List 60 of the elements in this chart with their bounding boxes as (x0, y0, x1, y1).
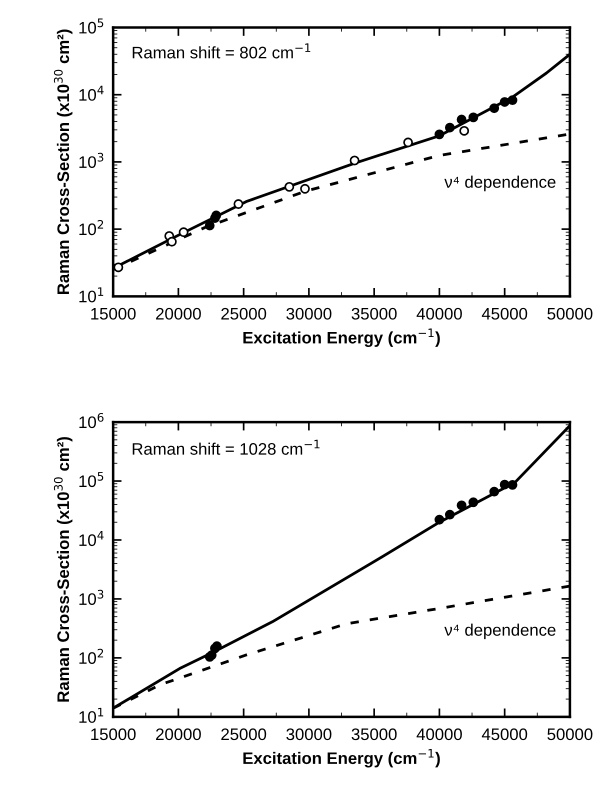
y-tick-label: 10$^{5}$ (79, 472, 104, 488)
x-axis-title: Excitation Energy (cm$^{−1}$) (243, 749, 440, 768)
x-tick-label: 50000 (547, 728, 592, 740)
x-tick-label: 30000 (286, 308, 332, 320)
point (234, 199, 244, 209)
point (113, 262, 124, 272)
point (489, 103, 500, 114)
point (500, 480, 510, 490)
y-tick-label: 10$^{3}$ (79, 152, 104, 168)
point (444, 122, 455, 132)
y-tick-label: 10$^{6}$ (79, 412, 104, 428)
point (204, 220, 215, 230)
y-tick-label: 10$^{2}$ (79, 220, 104, 236)
y-axis-title: Raman Cross-Section (x10$^{30}$ cm²) (54, 437, 72, 702)
annotation: Raman shift = 802 cm$^{−1}$ (132, 43, 310, 58)
point (178, 227, 188, 238)
x-tick-label: 45000 (482, 728, 528, 740)
point (468, 497, 478, 508)
x-tick-label: 25000 (221, 308, 266, 320)
x-tick-label: 20000 (156, 728, 201, 740)
annotation: ν⁴ dependence (444, 624, 556, 640)
point (166, 236, 177, 247)
point (489, 486, 500, 497)
y-tick-label: 10$^{1}$ (79, 708, 104, 723)
x-tick-label: 35000 (352, 308, 397, 320)
x-axis-title: Excitation Energy (cm$^{−1}$) (243, 328, 440, 347)
x-tick-label: 25000 (221, 728, 266, 740)
point (508, 95, 518, 106)
x-tick-label: 20000 (156, 308, 201, 320)
y-axis-title: Raman Cross-Section (x10$^{30}$ cm²) (54, 30, 72, 294)
point (434, 129, 444, 140)
y-tick-label: 10$^{3}$ (79, 590, 104, 606)
point (468, 112, 478, 122)
point (500, 97, 510, 107)
y-tick-label: 10$^{5}$ (79, 18, 104, 34)
y-tick-label: 10$^{4}$ (79, 86, 104, 101)
annotation: Raman shift = 1028 cm$^{−1}$ (132, 440, 320, 455)
point (508, 480, 518, 490)
point (350, 156, 360, 166)
x-tick-label: 45000 (482, 308, 528, 320)
point (459, 126, 470, 136)
point (456, 500, 466, 510)
x-tick-label: 35000 (352, 728, 397, 740)
point (300, 184, 310, 194)
point (403, 138, 413, 148)
x-tick-label: 50000 (547, 308, 592, 320)
annotation: ν⁴ dependence (444, 176, 556, 192)
point (211, 210, 222, 220)
y-tick-label: 10$^{2}$ (79, 648, 104, 664)
x-tick-label: 40000 (416, 308, 462, 320)
x-tick-label: 30000 (286, 728, 332, 740)
y-tick-label: 10$^{4}$ (79, 531, 104, 546)
point (456, 114, 466, 124)
x-tick-label: 40000 (416, 728, 462, 740)
point (284, 182, 294, 192)
x-tick-label: 15000 (91, 308, 136, 320)
x-tick-label: 15000 (91, 728, 136, 740)
y-tick-label: 10$^{1}$ (79, 287, 104, 302)
point (444, 510, 455, 520)
point (434, 514, 444, 525)
